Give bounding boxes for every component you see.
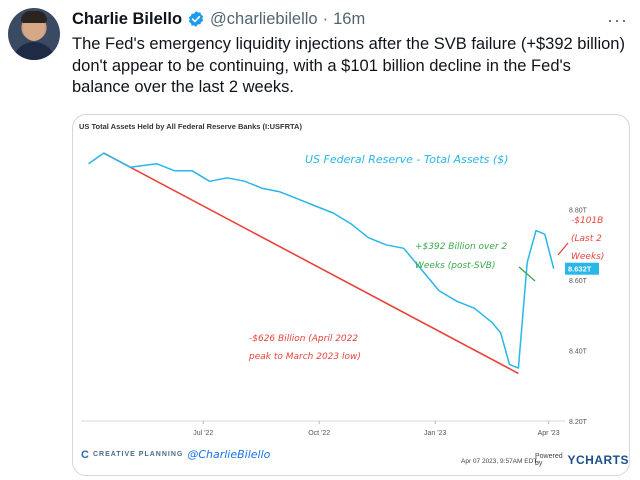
last-value-label: 8.632T <box>568 265 592 274</box>
x-tick-label: Jan '23 <box>424 430 446 437</box>
x-tick-label: Jul '22 <box>193 430 213 437</box>
chart-svg: US Total Assets Held by All Federal Rese… <box>79 122 604 437</box>
creative-planning-logo-icon: C <box>81 448 89 461</box>
recent-annotation: Weeks) <box>571 252 604 262</box>
surge-pointer <box>518 266 536 282</box>
decline-annotation: peak to March 2023 low) <box>248 352 361 362</box>
footer-brand-name: CREATIVE PLANNING <box>92 451 184 458</box>
recent-pointer <box>557 242 569 256</box>
footer-powered: Powered by <box>535 453 563 467</box>
header-separator: · <box>322 9 329 28</box>
trend-line <box>103 152 519 375</box>
chart-title: US Federal Reserve - Total Assets ($) <box>305 153 508 166</box>
footer-handle: @CharlieBilello <box>187 448 271 461</box>
y-tick-label: 8.80T <box>569 208 588 215</box>
avatar-shirt <box>12 42 56 60</box>
chart-source-title: US Total Assets Held by All Federal Rese… <box>79 122 302 131</box>
verified-badge-icon <box>188 11 204 27</box>
author-name[interactable]: Charlie Bilello <box>72 9 183 28</box>
footer-brand: C CREATIVE PLANNING @CharlieBilello <box>81 448 270 461</box>
tweet-text: The Fed's emergency liquidity injections… <box>72 35 625 96</box>
footer-stamp: Apr 07 2023, 9:57AM EDT. <box>461 458 539 465</box>
more-options-icon[interactable]: ··· <box>607 10 628 30</box>
avatar-hair <box>21 11 47 23</box>
chart-marks: Jul '22 Oct '22 Jan '23 Apr '23 8.80T 8.60T 8.… <box>81 152 604 437</box>
surge-annotation: +$392 Billion over 2 <box>415 242 507 252</box>
recent-annotation: -$101B <box>571 216 603 226</box>
y-tick-label: 8.20T <box>569 419 588 426</box>
recent-annotation: (Last 2 <box>571 234 602 244</box>
tweet-header: Charlie Bilello @charliebilello · 16m <box>72 8 365 30</box>
y-tick-label: 8.40T <box>569 349 588 356</box>
last-value-badge <box>565 262 599 275</box>
ycharts-logo: YCHARTS <box>567 453 629 467</box>
tweet-media-chart[interactable]: US Total Assets Held by All Federal Rese… <box>72 114 630 476</box>
decline-annotation: -$626 Billion (April 2022 <box>249 334 358 344</box>
x-tick-label: Oct '22 <box>308 430 330 437</box>
x-tick-label: Apr '23 <box>538 430 560 437</box>
author-handle[interactable]: @charliebilello <box>210 9 318 28</box>
footer-ycharts: Powered by YCHARTS <box>535 453 629 467</box>
tweet-time[interactable]: 16m <box>333 9 366 28</box>
series-line <box>88 152 555 369</box>
author-avatar[interactable] <box>8 8 60 60</box>
surge-annotation: Weeks (post-SVB) <box>415 261 496 271</box>
y-tick-label: 8.60T <box>569 278 588 285</box>
